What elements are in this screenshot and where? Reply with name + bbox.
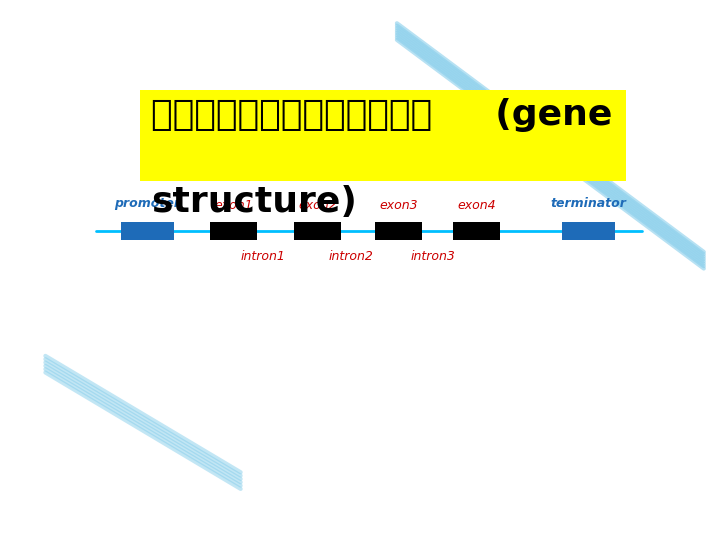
Text: promoter: promoter [114,197,180,210]
Bar [374,222,422,240]
Text: exon4: exon4 [457,199,496,212]
Bar [562,222,615,240]
Text: intron3: intron3 [410,250,456,263]
Text: structure): structure) [151,185,357,219]
Bar [140,90,626,181]
Text: exon3: exon3 [379,199,418,212]
Bar [121,222,174,240]
Text: โครงสรางของยน     (gene: โครงสรางของยน (gene [151,98,613,132]
Bar [453,222,500,240]
Text: exon2: exon2 [298,199,337,212]
Text: intron1: intron1 [240,250,285,263]
Text: terminator: terminator [550,197,626,210]
Bar [210,222,258,240]
Text: intron2: intron2 [329,250,374,263]
Text: exon1: exon1 [215,199,253,212]
Bar [294,222,341,240]
